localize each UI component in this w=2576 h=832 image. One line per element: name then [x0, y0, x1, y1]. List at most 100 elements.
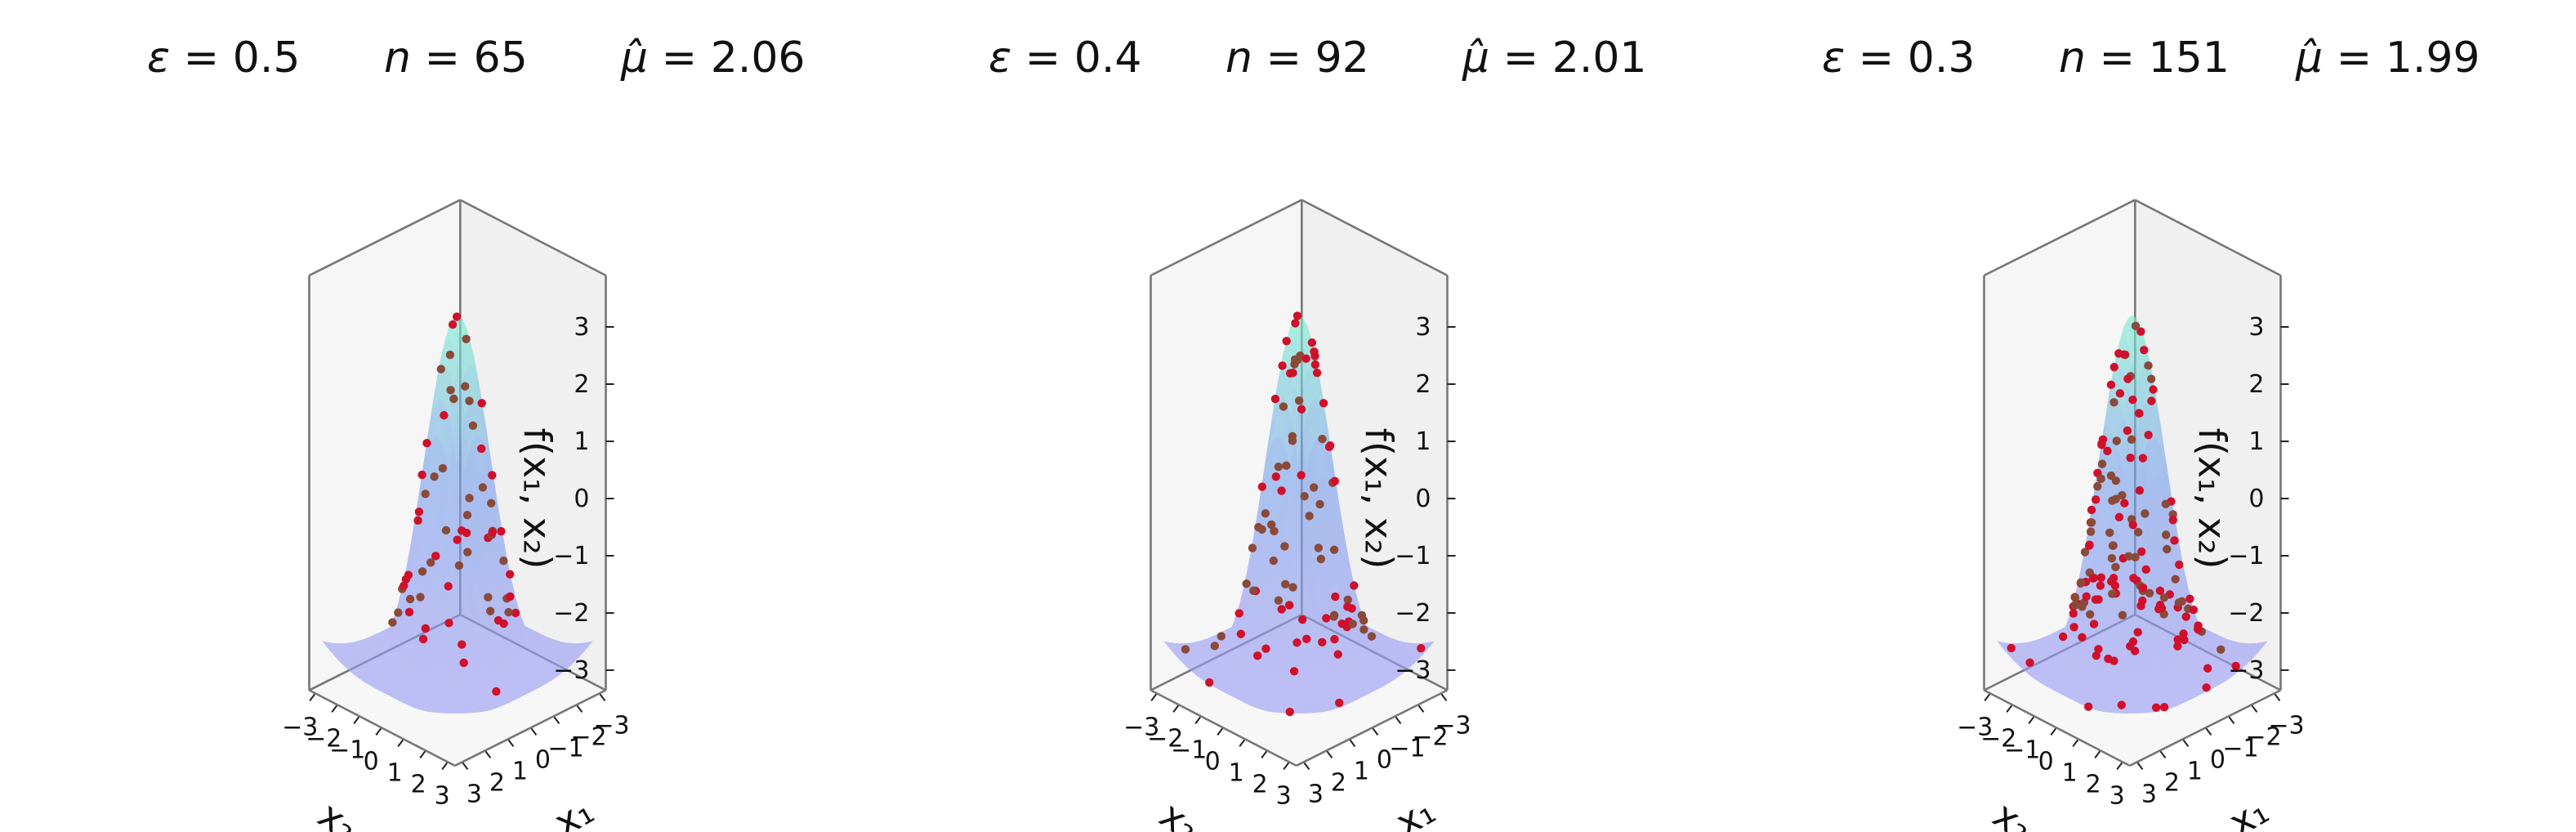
data-point — [1278, 361, 1287, 370]
x2-tick-label: 2 — [2086, 770, 2101, 798]
x1-tick — [1395, 716, 1402, 725]
data-point — [2114, 512, 2124, 521]
pane-edge — [308, 689, 456, 767]
data-point — [404, 570, 413, 579]
x1-tick — [2274, 693, 2281, 702]
data-point — [2106, 471, 2116, 481]
data-point — [493, 615, 503, 625]
data-point — [2096, 581, 2105, 590]
x2-tick — [2006, 705, 2012, 713]
data-point — [2070, 601, 2079, 610]
data-point — [477, 399, 486, 408]
pane-edge — [2134, 199, 2282, 277]
x1-axis-label: x₁ — [2221, 788, 2276, 832]
x1-tick-label: 2 — [1331, 768, 1346, 797]
x1-tick — [1417, 705, 1425, 713]
data-point — [2097, 439, 2106, 449]
title-mu-hat: μ̂ = 2.06 — [620, 34, 806, 83]
data-point — [394, 608, 403, 617]
data-point — [465, 396, 474, 405]
data-point — [2144, 361, 2153, 370]
data-point — [2231, 661, 2240, 671]
pane-edge — [1983, 199, 2136, 277]
x2-tick — [441, 762, 449, 771]
data-point — [2141, 509, 2150, 518]
x1-tick-label: −2 — [2245, 722, 2281, 751]
data-point — [2131, 552, 2140, 562]
z-tick-label: −1 — [553, 542, 589, 570]
data-point — [1257, 482, 1267, 491]
data-point — [1292, 311, 1302, 320]
x2-tick — [2116, 762, 2123, 771]
data-point — [2193, 624, 2203, 633]
x1-tick — [530, 727, 538, 736]
x1-tick-label: 3 — [1308, 780, 1324, 808]
z-tick-label: −1 — [1395, 542, 1431, 570]
data-point — [1333, 650, 1342, 659]
data-point — [492, 687, 501, 696]
data-point — [449, 394, 458, 404]
title-mu-hat-symbol: μ̂ — [620, 34, 648, 83]
data-point — [421, 490, 430, 499]
x2-tick — [1150, 693, 1157, 702]
data-point — [2091, 595, 2101, 604]
data-point — [511, 608, 520, 618]
data-point — [1217, 632, 1226, 641]
x2-tick-label: 1 — [2062, 758, 2078, 787]
data-point — [2105, 528, 2114, 538]
data-point — [488, 528, 497, 537]
data-point — [2173, 642, 2182, 651]
x2-tick — [1172, 705, 1179, 713]
data-point — [2083, 702, 2093, 711]
data-point — [1359, 615, 1368, 625]
data-point — [2155, 586, 2165, 595]
data-point — [1248, 586, 1258, 595]
x1-tick-label: −3 — [593, 711, 629, 740]
data-point — [1309, 483, 1319, 492]
data-point — [1331, 592, 1340, 602]
x1-tick-label: 3 — [2141, 780, 2157, 808]
x2-tick-label: −1 — [329, 736, 365, 764]
data-point — [2108, 541, 2118, 550]
data-point — [1267, 520, 1276, 530]
x1-tick-label: −1 — [547, 734, 583, 763]
title-n-equals: = — [411, 34, 474, 83]
pane-edge — [1150, 689, 1297, 767]
data-point — [2124, 552, 2133, 561]
x2-tick-label: 0 — [364, 747, 379, 776]
data-point — [1335, 698, 1344, 708]
x1-tick — [599, 693, 606, 702]
data-point — [2173, 635, 2182, 644]
surface-facet — [2126, 709, 2135, 713]
data-point — [1307, 338, 1317, 347]
title-mu-hat-symbol: μ̂ — [1462, 34, 1489, 83]
title-mu-hat-value: 2.01 — [1552, 34, 1647, 83]
data-point — [2147, 396, 2156, 405]
data-point — [2106, 577, 2116, 586]
data-point — [2179, 629, 2188, 638]
x1-tick-label: −2 — [1412, 722, 1448, 751]
panel-title: ε = 0.4 n = 92 μ̂ = 2.01 — [989, 34, 1647, 83]
data-point — [2149, 385, 2158, 394]
title-epsilon: ε = 0.3 — [1822, 34, 1975, 83]
data-point — [1270, 394, 1280, 404]
data-point — [2217, 645, 2226, 654]
data-point — [1319, 399, 1328, 408]
data-point — [1236, 629, 1246, 638]
data-point — [1205, 678, 1214, 687]
data-point — [2144, 430, 2153, 440]
title-epsilon-symbol: ε — [989, 34, 1011, 83]
data-point — [452, 312, 462, 321]
sample-points — [2007, 321, 2240, 712]
title-epsilon-symbol: ε — [147, 34, 170, 83]
x2-tick-label: 1 — [387, 758, 403, 787]
data-point — [2203, 664, 2212, 673]
x2-tick — [2050, 727, 2056, 736]
x2-axis-label: x₂ — [310, 793, 366, 832]
data-point — [2076, 578, 2086, 587]
data-point — [421, 624, 430, 633]
data-point — [1318, 434, 1327, 444]
data-point — [2080, 548, 2090, 557]
title-n: n = 151 — [2059, 34, 2230, 83]
